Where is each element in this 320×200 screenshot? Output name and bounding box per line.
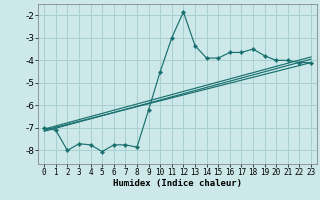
X-axis label: Humidex (Indice chaleur): Humidex (Indice chaleur) [113,179,242,188]
